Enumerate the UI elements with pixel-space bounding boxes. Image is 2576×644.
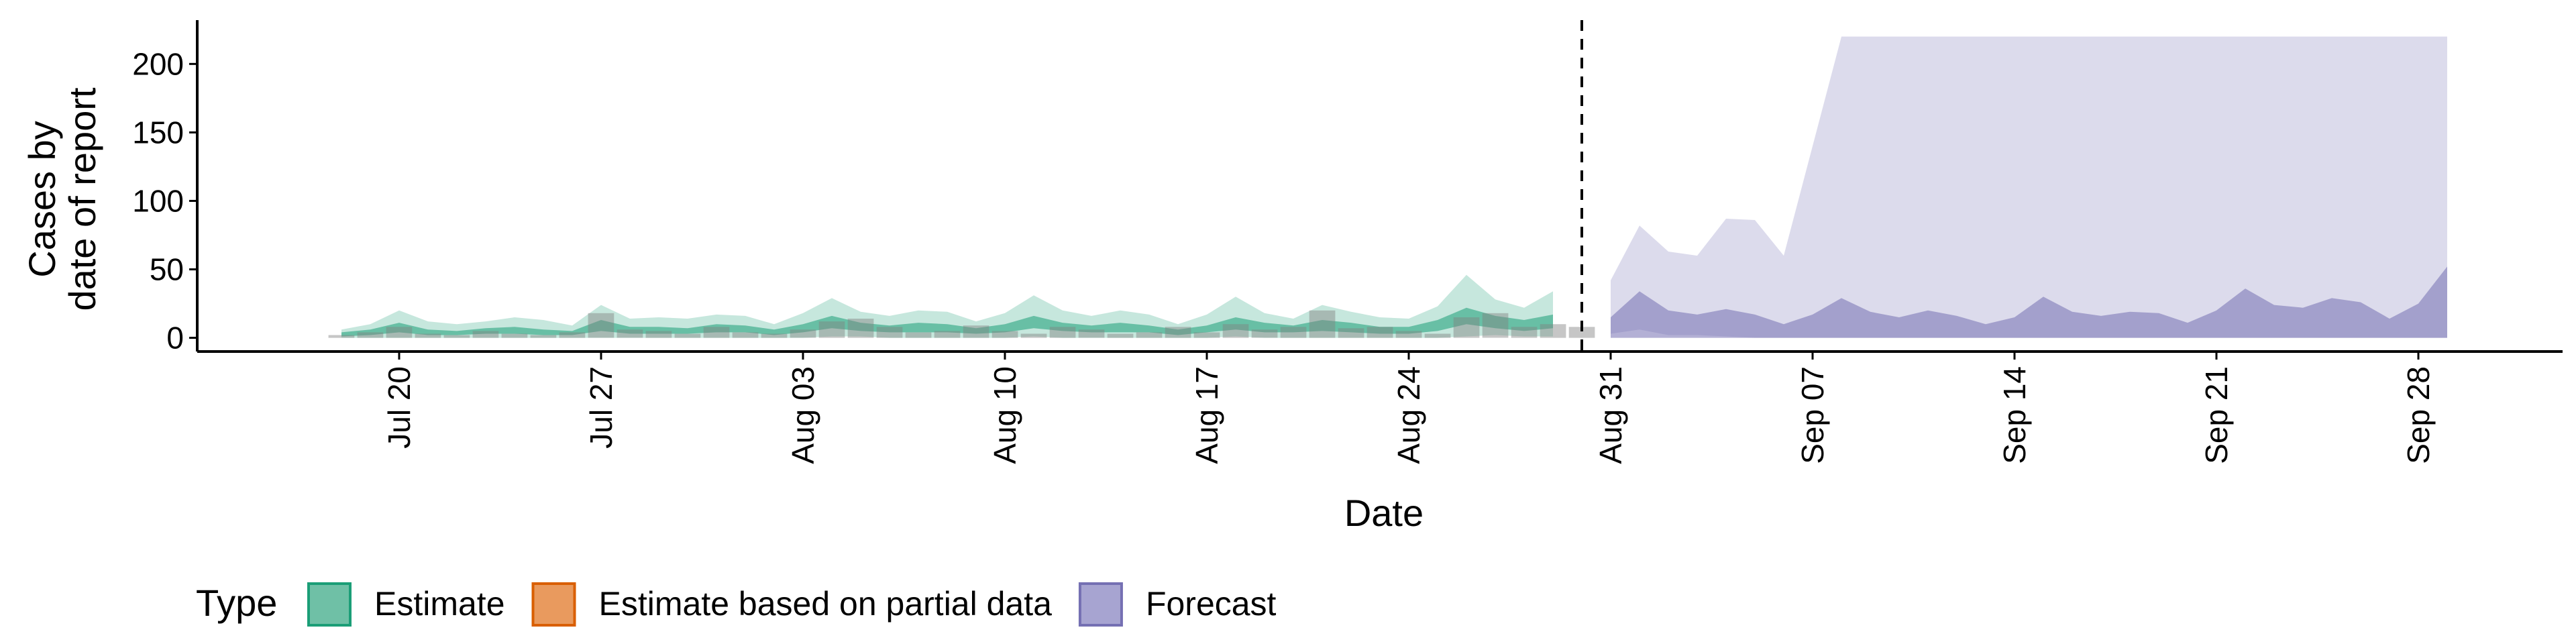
reported-case-bar [1136, 332, 1163, 338]
reported-case-bar [645, 331, 672, 338]
legend-label-estimate: Estimate [374, 585, 505, 623]
reported-case-bar [934, 331, 961, 338]
tick-labels: 0 50 100 150 200 Jul 20 Jul 27 Aug 03 Aug 10 Aug … [132, 46, 2436, 464]
y-tick-label: 150 [132, 115, 184, 150]
reported-case-bar [1338, 328, 1364, 338]
reported-case-bar [386, 327, 413, 338]
reported-case-bar [1540, 324, 1566, 338]
x-tick-label: Aug 17 [1189, 366, 1224, 464]
reported-case-bar [876, 327, 903, 338]
legend-swatch-estimate [307, 582, 352, 627]
forecast-50-band [1611, 266, 2447, 338]
legend-title: Type [196, 582, 277, 624]
legend-swatch-estimate_partial [531, 582, 576, 627]
y-tick-label: 50 [150, 252, 184, 287]
reported-case-bar [1568, 327, 1595, 338]
reported-case-bar [1280, 327, 1307, 338]
x-tick-label: Aug 24 [1391, 366, 1426, 464]
x-tick-label: Aug 10 [987, 366, 1022, 464]
reported-case-bar [963, 325, 989, 338]
y-axis-title-line: Cases by [21, 121, 63, 277]
legend: Type Estimate Estimate based on partial da… [196, 582, 1277, 627]
reported-case-bar [443, 335, 470, 338]
reported-case-bar [530, 335, 557, 338]
reported-case-bar [732, 332, 759, 338]
reported-case-bar [1107, 333, 1134, 338]
y-axis-title: Cases bydate of report [21, 87, 103, 311]
reported-case-bar [1309, 310, 1336, 338]
reported-case-bar [790, 329, 816, 338]
reported-case-bar [1395, 331, 1422, 338]
x-tick-label: Sep 07 [1795, 366, 1830, 464]
reported-case-bar [616, 329, 643, 338]
legend-swatch-forecast [1078, 582, 1123, 627]
forecast-90-band [1611, 36, 2447, 338]
reported-case-bar [415, 333, 441, 338]
reported-case-bar [905, 332, 932, 338]
reported-case-bar [1366, 327, 1393, 338]
reported-case-bar [1424, 333, 1451, 338]
reported-case-bar [328, 335, 355, 338]
reported-case-bar [1251, 329, 1278, 338]
x-tick-label: Sep 28 [2401, 366, 2436, 464]
x-tick-label: Aug 03 [786, 366, 820, 464]
reported-case-bar [761, 333, 788, 338]
legend-label-estimate_partial: Estimate based on partial data [599, 585, 1053, 623]
reported-case-bar [703, 327, 730, 338]
reported-case-bars [328, 310, 1595, 338]
reported-case-bar [991, 331, 1018, 338]
reported-case-bar [1453, 317, 1480, 338]
reported-case-bar [1020, 333, 1047, 338]
reported-case-bar [559, 332, 586, 338]
reported-case-bar [501, 333, 528, 338]
legend-label-forecast: Forecast [1146, 585, 1277, 623]
reported-case-bar [1222, 324, 1249, 338]
reported-case-bar [1482, 313, 1509, 338]
reported-case-bar [357, 332, 384, 338]
axes [189, 20, 2563, 360]
reported-case-bar [1049, 327, 1076, 338]
reported-case-bar [1165, 327, 1191, 338]
reported-case-bar [472, 331, 499, 338]
x-axis-title: Date [1344, 492, 1424, 534]
estimate-50-band [341, 307, 1553, 337]
reported-case-bar [818, 321, 845, 338]
x-tick-label: Jul 27 [584, 366, 619, 449]
chart-bands [341, 36, 2447, 338]
reported-case-bar [1193, 332, 1220, 338]
reported-case-bar [1078, 329, 1105, 338]
reported-case-bar [674, 333, 701, 338]
x-tick-label: Sep 21 [2199, 366, 2234, 464]
y-tick-label: 0 [166, 321, 184, 356]
x-tick-label: Aug 31 [1593, 366, 1628, 464]
y-tick-label: 200 [132, 46, 184, 81]
y-axis-title-line: date of report [61, 87, 103, 311]
y-tick-label: 100 [132, 183, 184, 218]
x-tick-label: Sep 14 [1997, 366, 2032, 464]
reported-case-bar [847, 319, 874, 338]
reported-case-bar [588, 313, 614, 338]
reported-case-bar [1511, 327, 1538, 338]
x-tick-label: Jul 20 [382, 366, 417, 449]
